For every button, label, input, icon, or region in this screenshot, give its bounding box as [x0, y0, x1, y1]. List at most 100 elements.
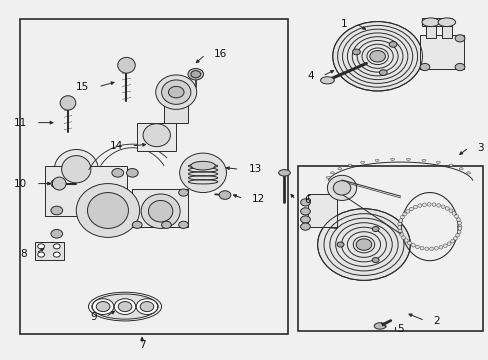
Ellipse shape: [190, 161, 215, 170]
Ellipse shape: [450, 239, 454, 243]
Ellipse shape: [456, 230, 460, 234]
Ellipse shape: [408, 207, 412, 211]
Ellipse shape: [457, 226, 461, 230]
Ellipse shape: [355, 239, 371, 250]
Ellipse shape: [400, 215, 404, 219]
Ellipse shape: [424, 247, 428, 251]
Ellipse shape: [397, 229, 401, 233]
Ellipse shape: [143, 124, 170, 147]
Ellipse shape: [448, 209, 452, 212]
Ellipse shape: [407, 241, 410, 245]
Ellipse shape: [317, 209, 409, 280]
Ellipse shape: [60, 96, 76, 110]
Ellipse shape: [96, 302, 110, 312]
Ellipse shape: [178, 189, 188, 196]
Ellipse shape: [168, 86, 183, 98]
Ellipse shape: [417, 204, 421, 207]
Ellipse shape: [87, 193, 128, 228]
Ellipse shape: [397, 226, 401, 229]
Ellipse shape: [352, 49, 360, 55]
Ellipse shape: [398, 219, 402, 222]
Text: 6: 6: [304, 195, 310, 205]
Ellipse shape: [415, 245, 419, 249]
Ellipse shape: [445, 207, 448, 210]
Bar: [422, 18, 451, 26]
Ellipse shape: [156, 75, 196, 109]
Bar: [35, 242, 64, 260]
Ellipse shape: [371, 226, 378, 231]
Ellipse shape: [53, 252, 60, 257]
Ellipse shape: [397, 222, 401, 226]
Text: 12: 12: [252, 194, 265, 204]
Ellipse shape: [399, 233, 403, 236]
Ellipse shape: [300, 223, 310, 230]
Ellipse shape: [436, 203, 440, 207]
Ellipse shape: [456, 218, 460, 221]
Bar: [441, 24, 451, 39]
Text: 3: 3: [477, 143, 483, 153]
Ellipse shape: [402, 212, 406, 216]
Text: 11: 11: [14, 118, 27, 128]
Ellipse shape: [371, 257, 378, 262]
Ellipse shape: [457, 221, 461, 225]
Text: 16: 16: [214, 49, 227, 59]
Ellipse shape: [187, 68, 203, 80]
Ellipse shape: [54, 149, 98, 189]
Ellipse shape: [38, 252, 44, 257]
Ellipse shape: [421, 18, 439, 27]
Bar: [132, 189, 188, 226]
Ellipse shape: [390, 158, 394, 161]
Ellipse shape: [148, 201, 172, 222]
Text: 8: 8: [20, 248, 27, 258]
Ellipse shape: [114, 299, 136, 315]
Text: 1: 1: [341, 19, 347, 29]
Ellipse shape: [455, 233, 459, 237]
Ellipse shape: [435, 161, 439, 163]
Ellipse shape: [421, 159, 425, 161]
Ellipse shape: [360, 161, 364, 163]
Text: 2: 2: [433, 316, 439, 325]
Ellipse shape: [38, 244, 44, 249]
Text: 7: 7: [139, 340, 145, 350]
Ellipse shape: [437, 18, 455, 27]
Bar: [44, 166, 127, 216]
Ellipse shape: [336, 242, 343, 247]
Ellipse shape: [51, 179, 62, 188]
Ellipse shape: [126, 168, 138, 177]
Ellipse shape: [422, 203, 426, 207]
Text: 9: 9: [90, 312, 97, 322]
Text: 4: 4: [306, 71, 313, 81]
Bar: [425, 24, 435, 39]
Text: 14: 14: [109, 141, 122, 151]
Ellipse shape: [429, 247, 433, 251]
Ellipse shape: [300, 199, 310, 206]
Ellipse shape: [300, 216, 310, 223]
Ellipse shape: [369, 50, 385, 62]
Ellipse shape: [388, 41, 396, 47]
Ellipse shape: [347, 164, 351, 166]
Ellipse shape: [410, 243, 414, 247]
Ellipse shape: [118, 57, 135, 73]
Ellipse shape: [320, 77, 333, 84]
Ellipse shape: [419, 246, 423, 250]
Ellipse shape: [141, 194, 180, 228]
Ellipse shape: [53, 244, 60, 249]
Ellipse shape: [443, 244, 447, 248]
Ellipse shape: [327, 175, 356, 201]
Ellipse shape: [61, 156, 91, 183]
Ellipse shape: [190, 71, 200, 78]
Bar: [20, 19, 288, 334]
Ellipse shape: [140, 302, 154, 312]
Ellipse shape: [427, 203, 430, 206]
Ellipse shape: [374, 159, 378, 161]
Ellipse shape: [219, 191, 230, 199]
Ellipse shape: [51, 229, 62, 238]
Ellipse shape: [466, 172, 469, 174]
Ellipse shape: [179, 153, 226, 193]
Bar: [298, 166, 483, 330]
Ellipse shape: [132, 221, 142, 228]
Ellipse shape: [51, 206, 62, 215]
Text: 15: 15: [76, 82, 89, 92]
Ellipse shape: [452, 237, 456, 240]
Ellipse shape: [438, 246, 442, 249]
